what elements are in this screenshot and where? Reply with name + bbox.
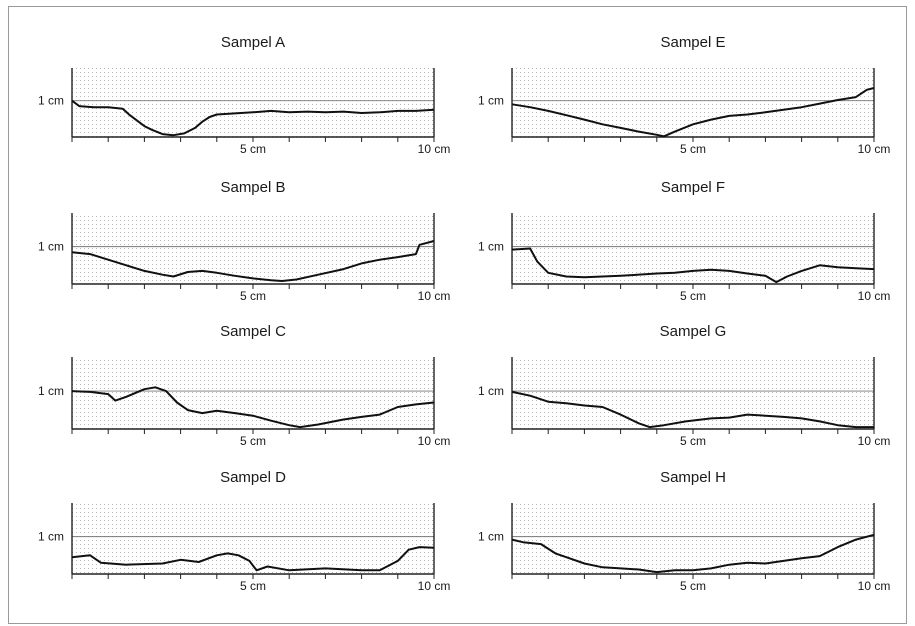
chart-title: Sampel G bbox=[660, 323, 727, 340]
x-tick-label: 5 cm bbox=[240, 142, 266, 156]
chart-title: Sampel D bbox=[220, 469, 286, 486]
plot-background bbox=[72, 213, 434, 284]
plot-background bbox=[512, 68, 874, 137]
chart-title: Sampel E bbox=[660, 34, 725, 51]
chart-panel-c: Sampel C 1 cm 5 cm 10 cm bbox=[38, 323, 450, 448]
y-axis-label: 1 cm bbox=[478, 94, 504, 108]
x-tick-label: 10 cm bbox=[418, 142, 451, 156]
chart-panel-b: Sampel B 1 cm 5 cm 10 cm bbox=[38, 179, 450, 303]
x-tick-label: 5 cm bbox=[680, 434, 706, 448]
y-axis-label: 1 cm bbox=[38, 530, 64, 544]
x-tick-label: 10 cm bbox=[858, 434, 891, 448]
x-tick-label: 5 cm bbox=[680, 142, 706, 156]
x-tick-label: 10 cm bbox=[418, 289, 451, 303]
x-tick-label: 5 cm bbox=[680, 289, 706, 303]
chart-panel-h: Sampel H 1 cm 5 cm 10 cm bbox=[478, 469, 890, 593]
y-axis-label: 1 cm bbox=[478, 384, 504, 398]
plot-background bbox=[72, 68, 434, 137]
figure-frame bbox=[8, 6, 907, 624]
profile-line bbox=[71, 240, 435, 282]
chart-panel-f: Sampel F 1 cm 5 cm 10 cm bbox=[478, 179, 890, 303]
x-tick-label: 5 cm bbox=[680, 579, 706, 593]
y-axis-label: 1 cm bbox=[38, 94, 64, 108]
x-tick-label: 10 cm bbox=[418, 579, 451, 593]
chart-panel-e: Sampel E 1 cm 5 cm 10 cm bbox=[478, 34, 890, 156]
y-axis-label: 1 cm bbox=[38, 240, 64, 254]
plot-background bbox=[72, 503, 434, 574]
plot-background bbox=[512, 213, 874, 284]
y-axis-label: 1 cm bbox=[38, 384, 64, 398]
chart-panel-a: Sampel A 1 cm 5 cm 10 cm bbox=[38, 34, 450, 156]
y-axis-label: 1 cm bbox=[478, 240, 504, 254]
chart-title: Sampel B bbox=[220, 179, 285, 196]
x-tick-label: 10 cm bbox=[858, 289, 891, 303]
x-tick-label: 5 cm bbox=[240, 289, 266, 303]
chart-title: Sampel A bbox=[221, 34, 285, 51]
chart-title: Sampel C bbox=[220, 323, 286, 340]
x-tick-label: 5 cm bbox=[240, 579, 266, 593]
profile-line bbox=[71, 386, 435, 429]
chart-title: Sampel H bbox=[660, 469, 726, 486]
profile-line bbox=[511, 390, 874, 429]
profile-line bbox=[511, 533, 875, 574]
profile-line bbox=[511, 247, 875, 284]
profile-line bbox=[511, 87, 875, 138]
x-tick-label: 5 cm bbox=[240, 434, 266, 448]
chart-panel-d: Sampel D 1 cm 5 cm 10 cm bbox=[38, 469, 450, 593]
plot-background bbox=[512, 357, 874, 429]
plot-background bbox=[512, 503, 874, 574]
x-tick-label: 10 cm bbox=[418, 434, 451, 448]
profile-line bbox=[71, 99, 435, 137]
plot-background bbox=[72, 357, 434, 429]
chart-panel-g: Sampel G 1 cm 5 cm 10 cm bbox=[478, 323, 890, 448]
x-tick-label: 10 cm bbox=[858, 142, 891, 156]
x-tick-label: 10 cm bbox=[858, 579, 891, 593]
y-axis-label: 1 cm bbox=[478, 530, 504, 544]
chart-title: Sampel F bbox=[661, 179, 725, 196]
profile-line bbox=[71, 546, 435, 572]
